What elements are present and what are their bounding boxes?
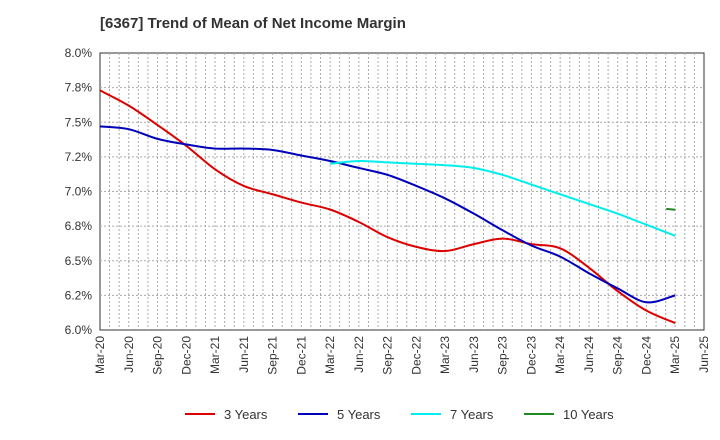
x-tick-label: Jun-21	[237, 336, 251, 373]
y-tick-label: 6.0%	[65, 323, 93, 337]
legend-label: 5 Years	[337, 407, 381, 422]
x-tick-label: Jun-22	[352, 336, 366, 373]
y-tick-label: 7.2%	[65, 150, 93, 164]
legend: 3 Years 5 Years 7 Years 10 Years	[185, 407, 614, 422]
x-tick-label: Mar-22	[323, 336, 337, 374]
y-tick-label: 8.0%	[65, 46, 93, 60]
x-tick-label: Dec-24	[639, 336, 653, 375]
y-tick-label: 6.5%	[65, 254, 93, 268]
x-tick-label: Dec-20	[179, 336, 193, 375]
x-tick-label: Jun-20	[122, 336, 136, 373]
x-tick-label: Mar-20	[93, 336, 107, 374]
legend-label: 10 Years	[563, 407, 614, 422]
series-line-5-years	[99, 125, 676, 304]
x-tick-label: Sep-23	[496, 336, 510, 375]
y-tick-label: 7.5%	[65, 115, 93, 129]
x-tick-label: Sep-22	[381, 336, 395, 375]
x-tick-label: Mar-21	[208, 336, 222, 374]
x-tick-label: Mar-23	[438, 336, 452, 374]
y-tick-label: 7.8%	[65, 81, 93, 95]
x-tick-label: Sep-20	[151, 336, 165, 375]
x-tick-label: Jun-24	[582, 336, 596, 373]
chart-title: [6367] Trend of Mean of Net Income Margi…	[100, 15, 406, 32]
x-tick-label: Sep-21	[266, 336, 280, 375]
x-tick-label: Mar-24	[553, 336, 567, 374]
y-tick-label: 7.0%	[65, 185, 93, 199]
x-tick-label: Sep-24	[611, 336, 625, 375]
x-tick-label: Mar-25	[668, 336, 682, 374]
legend-label: 7 Years	[450, 407, 494, 422]
x-tick-label: Dec-21	[294, 336, 308, 375]
x-tick-label: Jun-25	[697, 336, 711, 373]
series-lines	[99, 89, 676, 324]
series-line-10-years	[666, 207, 676, 211]
x-tick-label: Dec-22	[409, 336, 423, 375]
x-axis-ticks: Mar-20 Jun-20 Sep-20 Dec-20 Mar-21 Jun-21 Sep-…	[93, 336, 711, 375]
x-tick-label: Jun-23	[467, 336, 481, 373]
series-line-7-years	[329, 160, 676, 237]
x-tick-label: Dec-23	[524, 336, 538, 375]
y-axis-ticks: 6.0% 6.2% 6.5% 6.8% 7.0% 7.2% 7.5% 7.8% 8.0%	[65, 46, 93, 337]
y-tick-label: 6.8%	[65, 219, 93, 233]
legend-label: 3 Years	[224, 407, 268, 422]
y-tick-label: 6.2%	[65, 288, 93, 302]
series-line-3-years	[99, 89, 676, 324]
